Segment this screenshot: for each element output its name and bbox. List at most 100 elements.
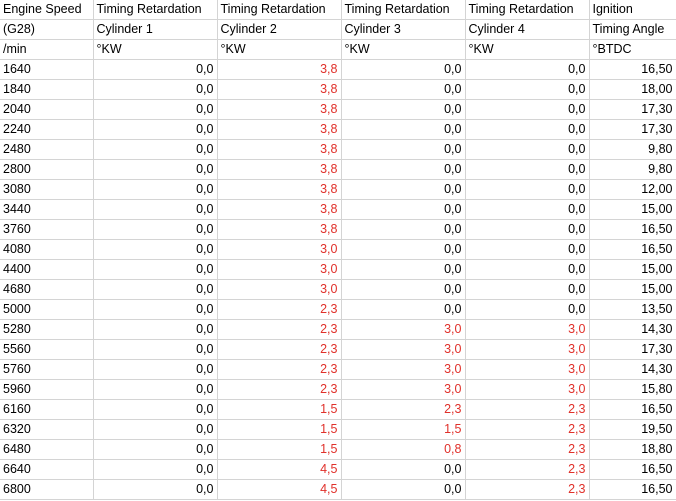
- cell-cylinder-4[interactable]: 3,0: [465, 339, 590, 360]
- cell-ignition-angle[interactable]: 9,80: [589, 139, 676, 160]
- cell-engine-speed[interactable]: 6480: [0, 439, 94, 460]
- cell-cylinder-1[interactable]: 0,0: [93, 199, 218, 220]
- cell-cylinder-4[interactable]: 0,0: [465, 219, 590, 240]
- cell-cylinder-3[interactable]: 0,8: [341, 439, 466, 460]
- cell-engine-speed[interactable]: 2480: [0, 139, 94, 160]
- cell-cylinder-3[interactable]: 3,0: [341, 319, 466, 340]
- cell-cylinder-3[interactable]: 0,0: [341, 259, 466, 280]
- cell-cylinder-1[interactable]: 0,0: [93, 179, 218, 200]
- cell-ignition-angle[interactable]: 17,30: [589, 339, 676, 360]
- cell-cylinder-1[interactable]: 0,0: [93, 79, 218, 100]
- cell-cylinder-4[interactable]: 2,3: [465, 399, 590, 420]
- cell-cylinder-3[interactable]: 0,0: [341, 139, 466, 160]
- cell-ignition-angle[interactable]: 9,80: [589, 159, 676, 180]
- cell-cylinder-2[interactable]: 3,8: [217, 199, 342, 220]
- cell-cylinder-4[interactable]: 0,0: [465, 79, 590, 100]
- cell-cylinder-2[interactable]: 3,8: [217, 219, 342, 240]
- cell-cylinder-2[interactable]: 1,5: [217, 439, 342, 460]
- cell-engine-speed[interactable]: 4680: [0, 279, 94, 300]
- header-cell-ignition-angle[interactable]: °BTDC: [589, 39, 676, 60]
- cell-engine-speed[interactable]: 4080: [0, 239, 94, 260]
- cell-engine-speed[interactable]: 2800: [0, 159, 94, 180]
- cell-cylinder-1[interactable]: 0,0: [93, 319, 218, 340]
- cell-cylinder-1[interactable]: 0,0: [93, 459, 218, 480]
- cell-cylinder-2[interactable]: 4,5: [217, 479, 342, 500]
- cell-ignition-angle[interactable]: 16,50: [589, 459, 676, 480]
- header-cell-ignition-angle[interactable]: Ignition: [589, 0, 676, 20]
- cell-cylinder-3[interactable]: 3,0: [341, 359, 466, 380]
- cell-cylinder-3[interactable]: 0,0: [341, 279, 466, 300]
- cell-cylinder-2[interactable]: 3,8: [217, 79, 342, 100]
- cell-engine-speed[interactable]: 6640: [0, 459, 94, 480]
- cell-cylinder-4[interactable]: 0,0: [465, 159, 590, 180]
- cell-cylinder-1[interactable]: 0,0: [93, 359, 218, 380]
- cell-engine-speed[interactable]: 3080: [0, 179, 94, 200]
- cell-cylinder-4[interactable]: 0,0: [465, 299, 590, 320]
- cell-ignition-angle[interactable]: 14,30: [589, 359, 676, 380]
- cell-cylinder-3[interactable]: 0,0: [341, 99, 466, 120]
- header-cell-cylinder-3[interactable]: °KW: [341, 39, 466, 60]
- cell-ignition-angle[interactable]: 16,50: [589, 219, 676, 240]
- cell-cylinder-2[interactable]: 2,3: [217, 379, 342, 400]
- cell-cylinder-4[interactable]: 0,0: [465, 99, 590, 120]
- cell-ignition-angle[interactable]: 18,80: [589, 439, 676, 460]
- cell-cylinder-1[interactable]: 0,0: [93, 259, 218, 280]
- cell-cylinder-3[interactable]: 0,0: [341, 79, 466, 100]
- cell-cylinder-3[interactable]: 3,0: [341, 379, 466, 400]
- cell-cylinder-2[interactable]: 2,3: [217, 339, 342, 360]
- cell-cylinder-4[interactable]: 0,0: [465, 179, 590, 200]
- cell-cylinder-4[interactable]: 2,3: [465, 479, 590, 500]
- cell-engine-speed[interactable]: 5760: [0, 359, 94, 380]
- cell-cylinder-4[interactable]: 3,0: [465, 359, 590, 380]
- cell-cylinder-1[interactable]: 0,0: [93, 339, 218, 360]
- cell-cylinder-1[interactable]: 0,0: [93, 139, 218, 160]
- header-cell-cylinder-3[interactable]: Timing Retardation: [341, 0, 466, 20]
- cell-cylinder-2[interactable]: 3,8: [217, 139, 342, 160]
- cell-engine-speed[interactable]: 5560: [0, 339, 94, 360]
- cell-cylinder-3[interactable]: 0,0: [341, 239, 466, 260]
- cell-cylinder-3[interactable]: 0,0: [341, 219, 466, 240]
- header-cell-cylinder-1[interactable]: °KW: [93, 39, 218, 60]
- cell-cylinder-1[interactable]: 0,0: [93, 59, 218, 80]
- cell-cylinder-4[interactable]: 0,0: [465, 139, 590, 160]
- cell-cylinder-3[interactable]: 0,0: [341, 479, 466, 500]
- cell-cylinder-1[interactable]: 0,0: [93, 219, 218, 240]
- cell-cylinder-2[interactable]: 3,8: [217, 59, 342, 80]
- header-cell-cylinder-3[interactable]: Cylinder 3: [341, 19, 466, 40]
- cell-cylinder-3[interactable]: 0,0: [341, 59, 466, 80]
- cell-cylinder-3[interactable]: 3,0: [341, 339, 466, 360]
- cell-ignition-angle[interactable]: 15,00: [589, 279, 676, 300]
- cell-ignition-angle[interactable]: 17,30: [589, 99, 676, 120]
- header-cell-cylinder-4[interactable]: °KW: [465, 39, 590, 60]
- cell-cylinder-4[interactable]: 0,0: [465, 199, 590, 220]
- cell-ignition-angle[interactable]: 15,00: [589, 259, 676, 280]
- cell-engine-speed[interactable]: 5280: [0, 319, 94, 340]
- cell-cylinder-1[interactable]: 0,0: [93, 299, 218, 320]
- cell-ignition-angle[interactable]: 16,50: [589, 59, 676, 80]
- cell-engine-speed[interactable]: 2240: [0, 119, 94, 140]
- cell-cylinder-2[interactable]: 3,8: [217, 159, 342, 180]
- cell-engine-speed[interactable]: 1640: [0, 59, 94, 80]
- cell-cylinder-2[interactable]: 1,5: [217, 399, 342, 420]
- cell-cylinder-2[interactable]: 3,0: [217, 279, 342, 300]
- cell-cylinder-4[interactable]: 2,3: [465, 439, 590, 460]
- header-cell-engine-speed[interactable]: /min: [0, 39, 94, 60]
- header-cell-cylinder-4[interactable]: Timing Retardation: [465, 0, 590, 20]
- cell-cylinder-4[interactable]: 2,3: [465, 459, 590, 480]
- cell-cylinder-2[interactable]: 1,5: [217, 419, 342, 440]
- cell-cylinder-1[interactable]: 0,0: [93, 239, 218, 260]
- header-cell-cylinder-2[interactable]: °KW: [217, 39, 342, 60]
- cell-cylinder-4[interactable]: 3,0: [465, 319, 590, 340]
- header-cell-cylinder-4[interactable]: Cylinder 4: [465, 19, 590, 40]
- cell-ignition-angle[interactable]: 15,00: [589, 199, 676, 220]
- cell-cylinder-1[interactable]: 0,0: [93, 419, 218, 440]
- cell-cylinder-3[interactable]: 0,0: [341, 159, 466, 180]
- cell-engine-speed[interactable]: 3760: [0, 219, 94, 240]
- cell-ignition-angle[interactable]: 12,00: [589, 179, 676, 200]
- cell-cylinder-2[interactable]: 3,8: [217, 99, 342, 120]
- cell-cylinder-3[interactable]: 1,5: [341, 419, 466, 440]
- cell-cylinder-3[interactable]: 0,0: [341, 199, 466, 220]
- cell-ignition-angle[interactable]: 18,00: [589, 79, 676, 100]
- cell-cylinder-4[interactable]: 0,0: [465, 279, 590, 300]
- cell-cylinder-2[interactable]: 3,0: [217, 259, 342, 280]
